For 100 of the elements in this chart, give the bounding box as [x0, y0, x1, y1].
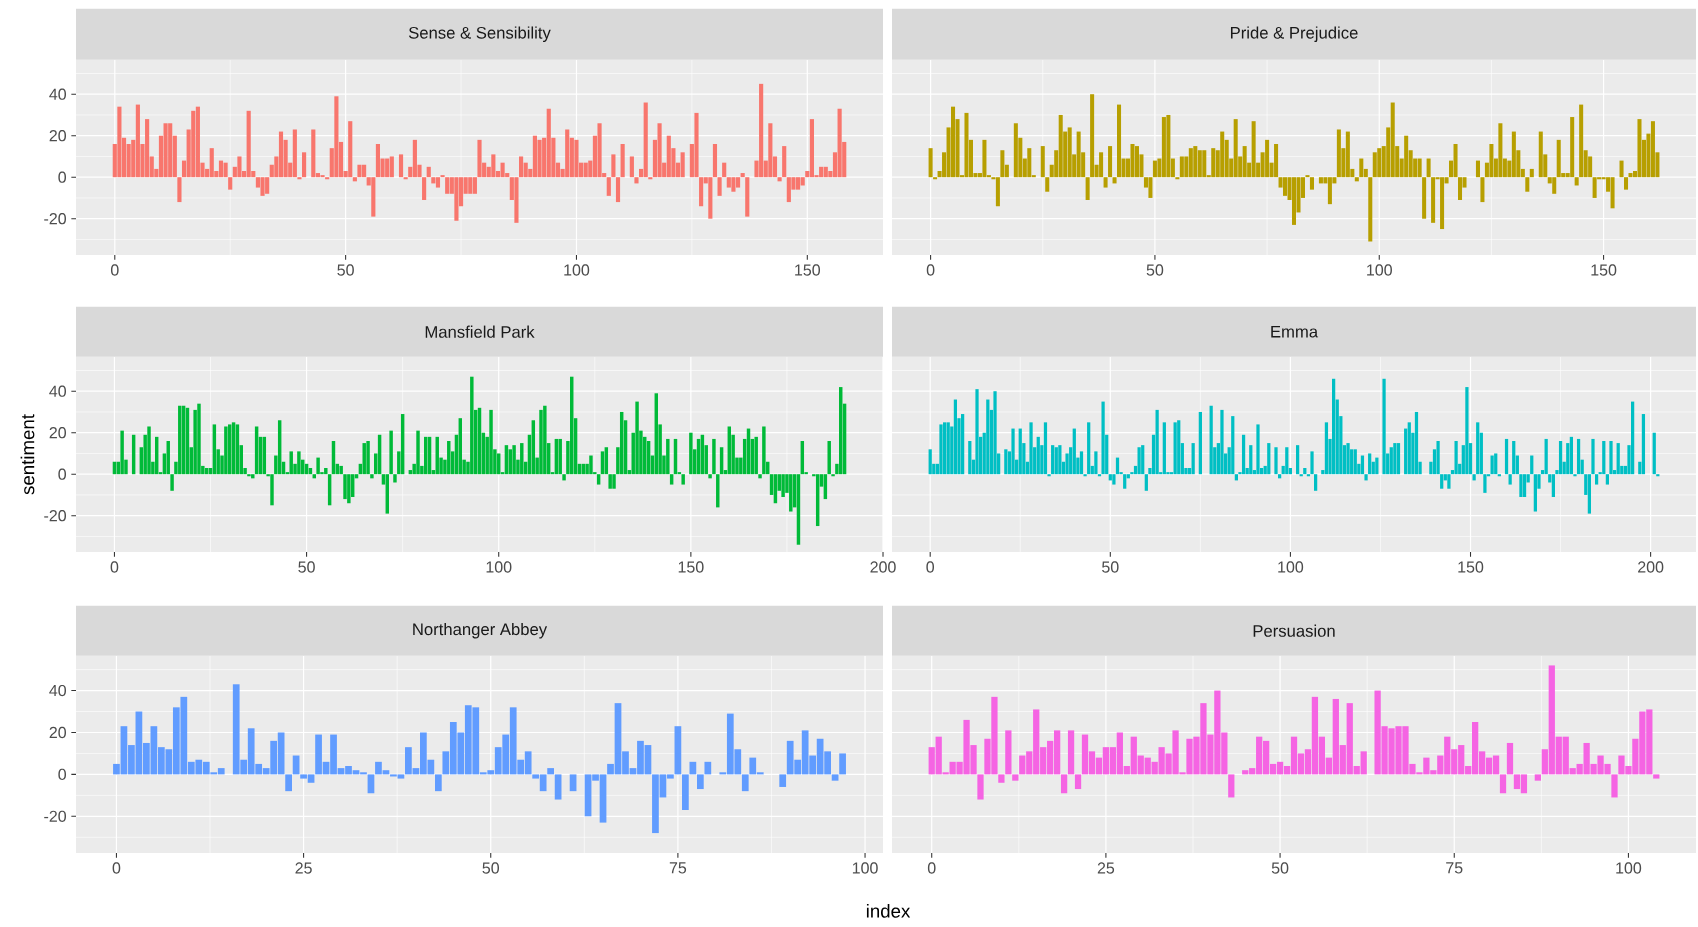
x-tick-label: 50: [298, 561, 315, 573]
x-tick-label: 25: [295, 862, 312, 874]
bar: [334, 96, 339, 178]
bar: [1637, 119, 1642, 178]
bar: [1556, 139, 1561, 178]
bar: [389, 430, 393, 475]
bar: [1018, 428, 1022, 475]
bar: [968, 441, 972, 475]
bar: [1377, 148, 1382, 178]
bar: [1012, 774, 1019, 781]
bar: [1592, 177, 1597, 198]
bar: [1152, 160, 1157, 178]
bar: [1475, 160, 1480, 178]
y-tick-label: 20: [49, 427, 67, 439]
bar: [237, 156, 242, 178]
bar: [1504, 438, 1509, 475]
bar: [562, 474, 566, 481]
bar: [574, 139, 579, 178]
bar: [1036, 436, 1040, 475]
bar: [393, 474, 397, 483]
bar: [1283, 177, 1288, 196]
bar: [1101, 401, 1105, 475]
x-tick-label: 200: [870, 561, 896, 573]
bar: [302, 152, 307, 178]
bar: [781, 474, 785, 498]
bar: [1336, 129, 1341, 178]
bar: [1631, 401, 1635, 475]
y-tick-label: 40: [49, 684, 67, 697]
bar: [1465, 387, 1469, 475]
bar: [1522, 474, 1527, 498]
bar: [951, 106, 956, 178]
bar: [1324, 422, 1329, 475]
x-tick-label: 0: [110, 561, 119, 573]
bar: [789, 474, 793, 512]
bar: [1569, 436, 1573, 475]
bar: [1653, 774, 1660, 779]
bar: [823, 166, 828, 178]
bar: [666, 438, 670, 475]
bar: [1295, 445, 1300, 475]
bar: [537, 139, 542, 178]
bar: [366, 441, 370, 475]
x-tick-label: 75: [1446, 862, 1463, 874]
bar: [1234, 474, 1238, 481]
bar: [1404, 135, 1409, 178]
bar: [1067, 730, 1075, 775]
bar: [1285, 447, 1289, 475]
bar: [1579, 104, 1584, 178]
bar: [1519, 474, 1523, 498]
bar: [1291, 177, 1297, 225]
bar: [1067, 127, 1072, 178]
bar: [1327, 177, 1332, 205]
bar: [1103, 177, 1108, 188]
bar: [370, 474, 374, 479]
bar: [352, 177, 357, 182]
bar: [1624, 177, 1629, 190]
bar: [1628, 173, 1633, 178]
bar: [422, 177, 427, 201]
bar: [209, 148, 214, 178]
bar: [311, 129, 316, 178]
bar: [779, 774, 787, 787]
bar: [1525, 177, 1530, 192]
bar: [1011, 428, 1015, 475]
bar: [375, 144, 381, 178]
bar: [1220, 131, 1225, 178]
bar: [831, 474, 835, 477]
y-tick-label: 40: [49, 88, 67, 100]
bar: [168, 123, 173, 178]
bar: [837, 108, 842, 178]
bar: [666, 135, 671, 178]
bar: [1414, 411, 1419, 475]
bar: [1359, 158, 1364, 178]
bar: [1155, 409, 1159, 475]
bar: [554, 774, 562, 800]
bar: [1265, 139, 1270, 178]
bar: [197, 403, 201, 475]
bar: [1610, 177, 1615, 209]
bar: [558, 438, 562, 475]
bar: [1274, 447, 1278, 475]
bar: [1440, 177, 1445, 230]
bar: [629, 156, 634, 178]
y-tick-label: -20: [44, 213, 67, 225]
bar: [1480, 177, 1485, 203]
bar: [1587, 474, 1592, 514]
bar: [982, 139, 987, 178]
bar: [1573, 474, 1577, 477]
bar: [547, 768, 554, 775]
x-axis-title: index: [866, 903, 911, 918]
bar: [1004, 449, 1008, 475]
bar: [1602, 441, 1606, 475]
bar: [224, 426, 228, 475]
bar: [1619, 160, 1624, 178]
bar: [827, 441, 831, 475]
bar: [699, 177, 704, 207]
bar: [500, 162, 505, 178]
bar: [285, 774, 292, 792]
bar: [682, 774, 689, 811]
bar: [120, 430, 124, 475]
bar: [1256, 424, 1260, 475]
bar: [1534, 774, 1541, 781]
bar: [1005, 730, 1012, 775]
